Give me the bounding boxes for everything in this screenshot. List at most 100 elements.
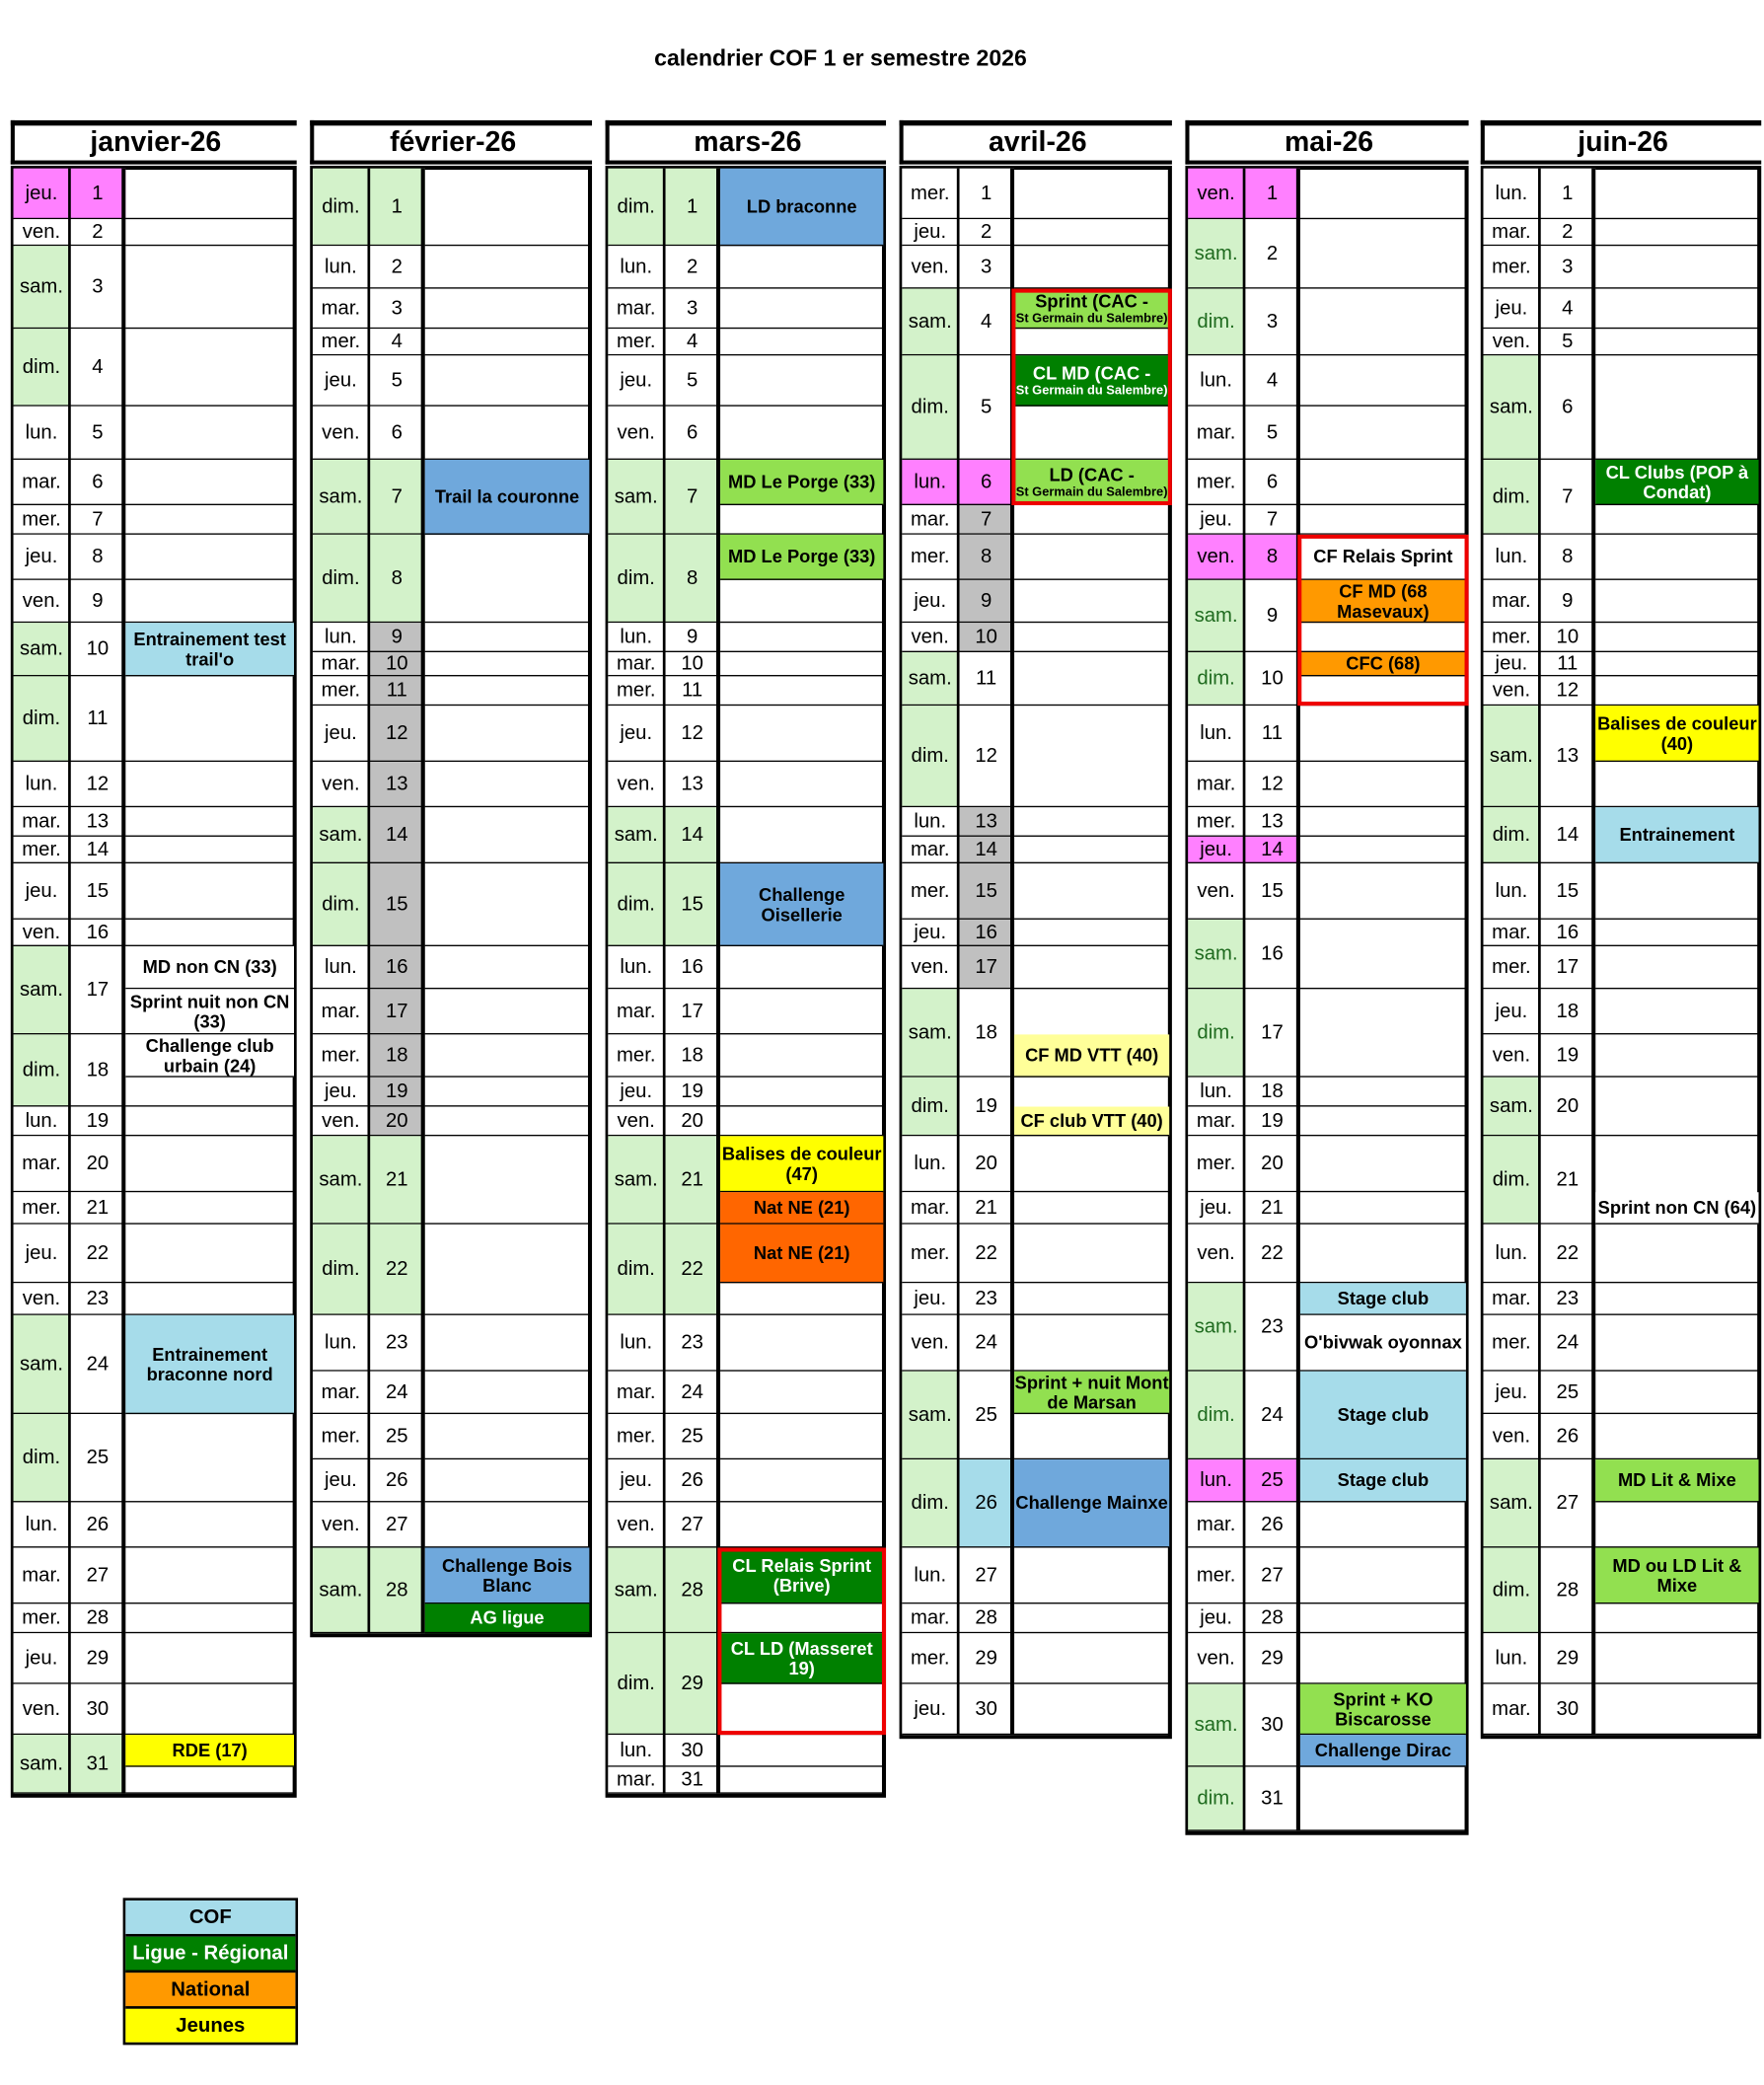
day-name: sam. xyxy=(312,1547,369,1634)
event-cof[interactable]: Entrainement test trail'o xyxy=(125,623,294,677)
day-name: lun. xyxy=(312,623,369,652)
day-name: ven. xyxy=(312,1106,369,1137)
event-cell xyxy=(1595,1034,1759,1078)
event-national[interactable]: CF MD (68 Masevaux) xyxy=(1299,579,1466,624)
event-national[interactable]: CFC (68) xyxy=(1299,651,1466,677)
day-name: ven. xyxy=(1483,329,1540,356)
day-number: 14 xyxy=(1244,836,1300,864)
day-number: 16 xyxy=(1539,919,1596,946)
day-name: mar. xyxy=(902,1603,959,1634)
event-cell xyxy=(1299,219,1466,289)
event-jeunes[interactable]: Balises de couleur (40) xyxy=(1595,706,1759,763)
day-name: mer. xyxy=(1188,459,1245,506)
event-lime[interactable]: MD Lit & Mixe xyxy=(1595,1459,1759,1503)
event-cell xyxy=(720,460,884,535)
event-none[interactable]: Challenge club urbain (24) xyxy=(125,1034,294,1078)
event-cell xyxy=(1014,863,1170,920)
day-name: jeu. xyxy=(902,1683,959,1736)
event-cof[interactable]: Stage club xyxy=(1299,1459,1466,1503)
event-lime[interactable]: Sprint + nuit Mont de Marsan xyxy=(1014,1371,1170,1415)
day-number: 4 xyxy=(958,288,1015,356)
event-cell xyxy=(1595,1225,1759,1284)
event-label: MD ou LD Lit & Mixe xyxy=(1612,1554,1742,1596)
event-cof[interactable]: Entrainement xyxy=(1595,807,1759,864)
event-sublabel: St Germain du Salembre) xyxy=(1015,484,1168,499)
event-cell xyxy=(424,652,590,677)
event-jeunes_light[interactable]: CF club VTT (40) xyxy=(1014,1106,1170,1137)
day-number: 25 xyxy=(1244,1459,1300,1503)
day-name: mer. xyxy=(312,329,369,356)
day-name: ven. xyxy=(902,246,959,289)
event-cell xyxy=(424,246,590,289)
event-none[interactable]: MD non CN (33) xyxy=(125,945,294,990)
event-blue[interactable]: Challenge Bois Blanc xyxy=(424,1547,590,1604)
event-jeunes[interactable]: RDE (17) xyxy=(125,1735,294,1767)
event-nat_ne[interactable]: Nat NE (21) xyxy=(720,1192,884,1225)
event-cell xyxy=(1014,535,1170,580)
event-cell xyxy=(1595,623,1759,652)
day-name: jeu. xyxy=(1483,651,1540,677)
day-name: sam. xyxy=(902,288,959,356)
event-lime[interactable]: Sprint + KO Biscarosse xyxy=(1299,1683,1466,1736)
event-cell xyxy=(424,1459,590,1503)
event-label: CF MD (68 Masevaux) xyxy=(1337,580,1430,622)
event-ligue[interactable]: AG ligue xyxy=(424,1603,590,1634)
event-ligue[interactable]: CL LD (Masseret 19) xyxy=(720,1633,884,1684)
event-label: Balises de couleur (47) xyxy=(721,1143,882,1184)
event-nat_ne[interactable]: Nat NE (21) xyxy=(720,1224,884,1284)
event-ligue[interactable]: CL MD (CAC - St Germain du Salembre) xyxy=(1014,355,1170,407)
event-cell xyxy=(1299,355,1466,407)
event-jeunes_light[interactable]: CF MD VTT (40) xyxy=(1014,1034,1170,1078)
event-blue[interactable]: LD braconne xyxy=(720,168,884,247)
event-none[interactable]: O'bivwak oyonnax xyxy=(1299,1314,1466,1372)
event-blue[interactable]: Trail la couronne xyxy=(424,459,590,535)
column-divider xyxy=(68,168,71,1794)
event-cell xyxy=(1014,1372,1170,1460)
day-name: lun. xyxy=(1483,534,1540,580)
day-number: 30 xyxy=(1539,1683,1596,1736)
day-name: sam. xyxy=(1483,706,1540,808)
event-lime[interactable]: MD ou LD Lit & Mixe xyxy=(1595,1547,1759,1604)
event-cell xyxy=(720,1548,884,1634)
event-cell xyxy=(720,676,884,707)
event-none[interactable]: Sprint non CN (64) xyxy=(1595,1192,1759,1225)
event-blue[interactable]: Challenge Oisellerie xyxy=(720,863,884,946)
event-cell xyxy=(1299,1502,1466,1548)
day-name: ven. xyxy=(608,1502,665,1548)
legend: COF Ligue - Régional National Jeunes xyxy=(122,1898,299,2046)
event-cell xyxy=(1014,706,1170,808)
event-lime[interactable]: LD (CAC - St Germain du Salembre) xyxy=(1014,459,1170,506)
day-number: 13 xyxy=(1244,807,1300,837)
event-blue[interactable]: Challenge Dirac xyxy=(1299,1735,1466,1767)
day-name: ven. xyxy=(13,1283,70,1315)
day-name: lun. xyxy=(608,945,665,990)
event-cof[interactable]: Stage club xyxy=(1299,1283,1466,1315)
day-name: mar. xyxy=(1188,406,1245,460)
day-number: 10 xyxy=(69,623,126,677)
event-ligue[interactable]: CL Clubs (POP à Condat) xyxy=(1595,459,1759,506)
day-number: 8 xyxy=(69,534,126,580)
event-cell xyxy=(1299,1767,1466,1831)
event-cell xyxy=(125,1735,294,1794)
event-lime[interactable]: MD Le Porge (33) xyxy=(720,534,884,580)
event-cof[interactable]: Entrainement braconne nord xyxy=(125,1314,294,1415)
event-blue[interactable]: Challenge Mainxe xyxy=(1014,1459,1170,1548)
event-lime[interactable]: Sprint (CAC - St Germain du Salembre) xyxy=(1014,288,1170,330)
event-lime[interactable]: MD Le Porge (33) xyxy=(720,459,884,506)
day-name: sam. xyxy=(902,651,959,707)
event-ligue[interactable]: CL Relais Sprint (Brive) xyxy=(720,1547,884,1604)
day-number: 12 xyxy=(1539,676,1596,707)
day-name: dim. xyxy=(608,1633,665,1736)
day-number: 14 xyxy=(1539,807,1596,864)
event-cof[interactable]: Stage club xyxy=(1299,1371,1466,1460)
event-jeunes[interactable]: Balises de couleur (47) xyxy=(720,1136,884,1193)
event-none[interactable]: Sprint nuit non CN (33) xyxy=(125,989,294,1035)
day-number: 5 xyxy=(1539,329,1596,356)
event-none[interactable]: CF Relais Sprint xyxy=(1299,534,1466,580)
day-number: 17 xyxy=(1539,945,1596,990)
event-cell xyxy=(1595,329,1759,356)
day-number: 16 xyxy=(69,919,126,946)
day-name: ven. xyxy=(312,762,369,808)
event-cell xyxy=(1299,989,1466,1078)
event-cell xyxy=(125,1283,294,1315)
